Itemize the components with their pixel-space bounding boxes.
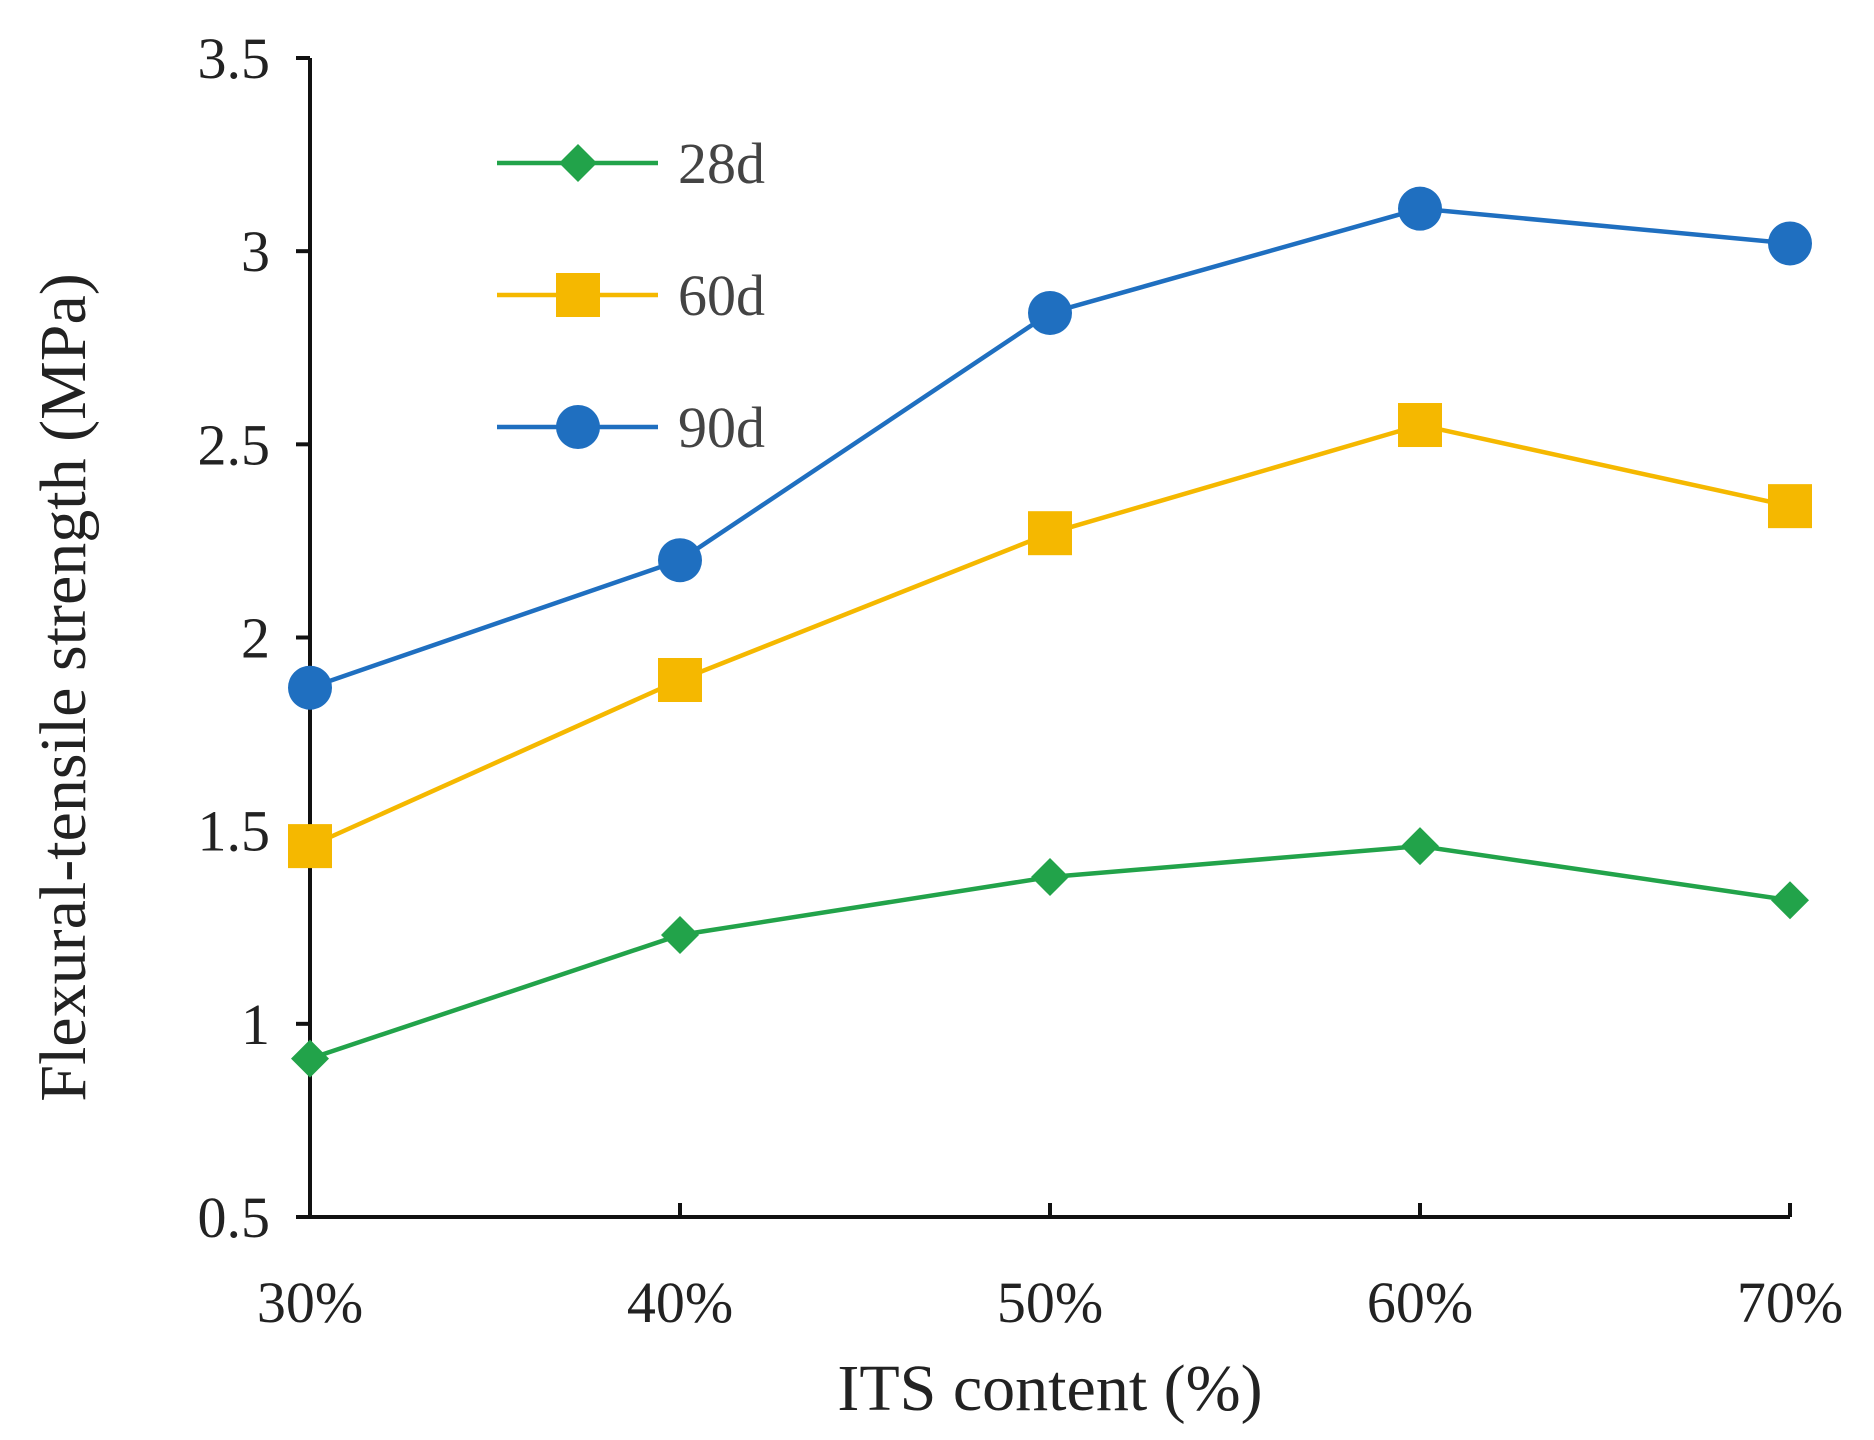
data-point-28d <box>1401 827 1439 866</box>
series-90d <box>288 186 1812 710</box>
data-point-60d <box>1768 484 1812 529</box>
x-tick-label: 30% <box>257 1270 363 1335</box>
series-28d <box>291 827 1809 1078</box>
y-tick-label: 3.5 <box>198 26 271 91</box>
y-tick-label: 1 <box>241 992 270 1057</box>
y-axis-title: Flexural-tensile strength (MPa) <box>27 273 100 1101</box>
y-tick-label: 0.5 <box>198 1185 271 1250</box>
legend-item-28d: 28d <box>497 131 765 196</box>
data-point-90d <box>1398 186 1442 231</box>
series-layer <box>288 186 1812 1078</box>
series-line-60d <box>309 422 1791 849</box>
data-point-60d <box>288 824 332 869</box>
y-tick-label: 1.5 <box>198 799 271 864</box>
data-point-60d <box>1028 511 1072 556</box>
data-point-28d <box>1031 858 1069 897</box>
series-60d <box>288 403 1812 869</box>
data-point-28d <box>291 1039 329 1078</box>
x-tick-label: 70% <box>1737 1270 1843 1335</box>
legend-marker <box>556 405 600 449</box>
y-tick-label: 2.5 <box>198 412 271 477</box>
legend-label: 28d <box>678 131 765 196</box>
x-tick-label: 50% <box>997 1270 1103 1335</box>
data-point-90d <box>288 665 332 710</box>
data-point-90d <box>1768 221 1812 266</box>
legend-item-60d: 60d <box>497 263 765 328</box>
legend-marker <box>559 144 597 182</box>
x-tick-label: 60% <box>1367 1270 1473 1335</box>
data-point-90d <box>1028 290 1072 335</box>
series-line-90d <box>309 206 1791 690</box>
legend-label: 90d <box>678 395 765 460</box>
axes: 0.5 1 1.5 2 2.5 3 3.5 30% 40% 50% 60% 70% <box>198 26 1844 1335</box>
data-point-28d <box>1771 881 1809 920</box>
legend: 28d 60d 90d <box>497 131 765 460</box>
data-point-28d <box>661 915 699 954</box>
data-point-90d <box>658 538 702 583</box>
x-axis-title: ITS content (%) <box>837 1352 1262 1425</box>
legend-marker <box>556 273 600 317</box>
y-tick-label: 3 <box>241 219 270 284</box>
data-point-60d <box>1398 403 1442 448</box>
legend-item-90d: 90d <box>497 395 765 460</box>
data-point-60d <box>658 657 702 702</box>
legend-label: 60d <box>678 263 765 328</box>
x-tick-label: 40% <box>627 1270 733 1335</box>
y-tick-label: 2 <box>241 606 270 671</box>
